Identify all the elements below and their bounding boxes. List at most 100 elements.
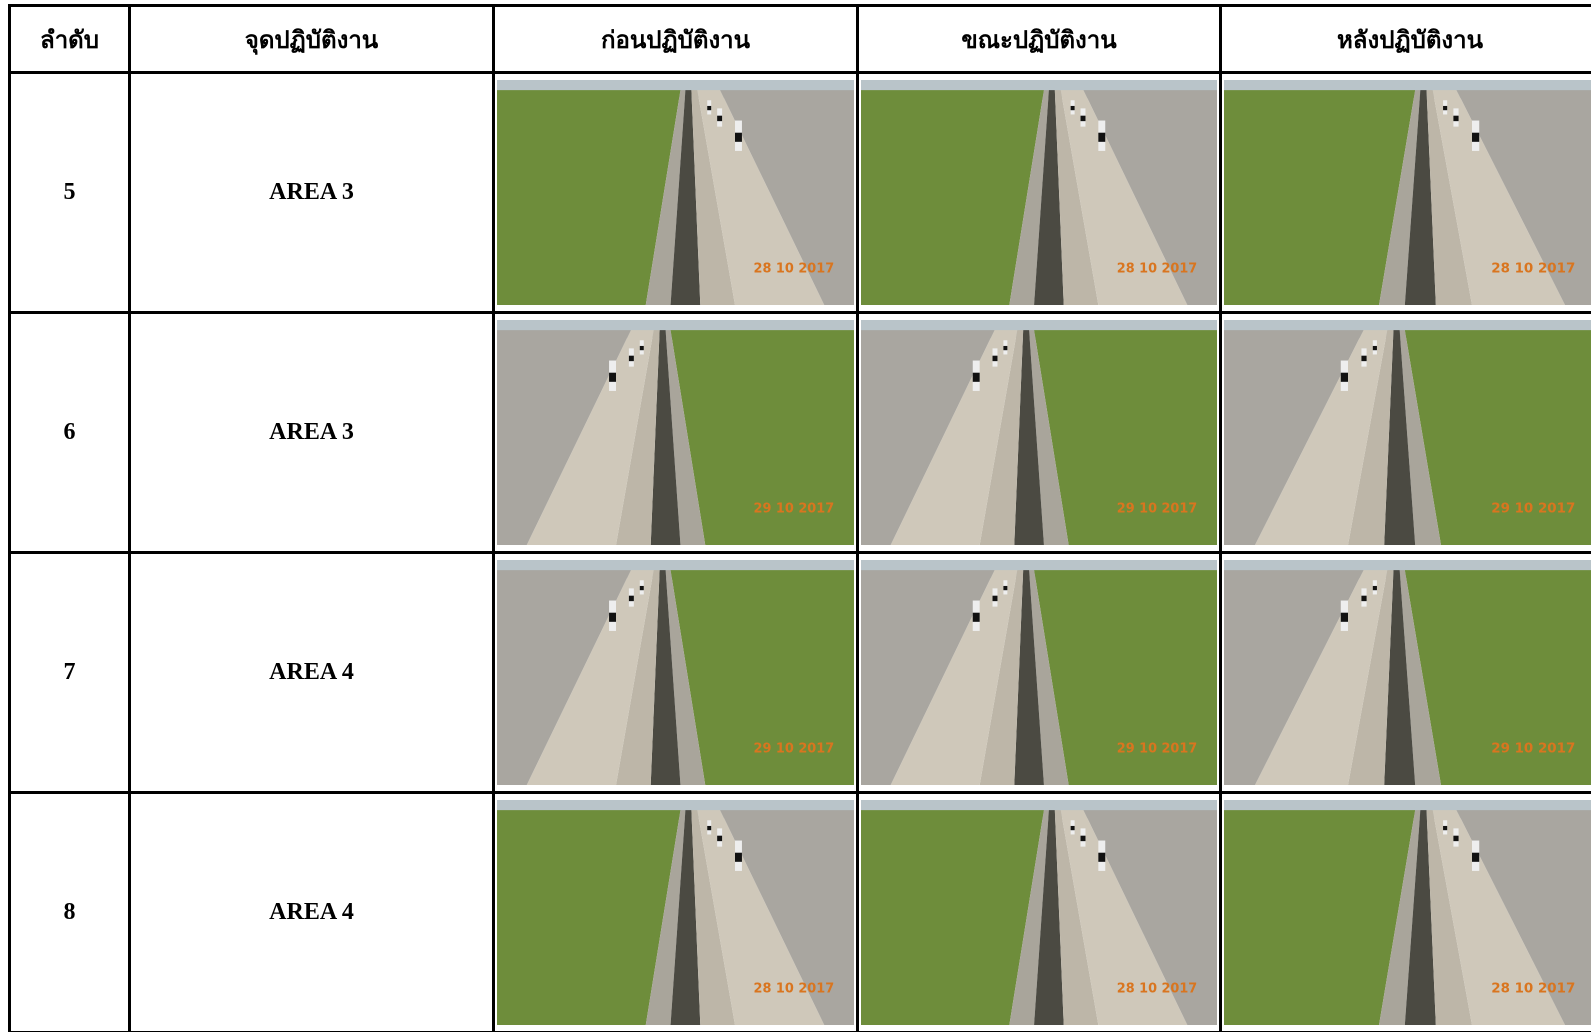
scene [1224, 320, 1591, 545]
sidewalk [526, 330, 654, 545]
table-row: 5 AREA 3 28 10 2017 28 10 2017 28 10 2017 [8, 71, 1591, 314]
curb [691, 90, 735, 305]
road [1083, 90, 1217, 305]
photo: 29 10 2017 [1224, 320, 1591, 545]
curb [1426, 810, 1472, 1025]
work-area: AREA 3 [128, 311, 495, 554]
photo: 28 10 2017 [861, 800, 1217, 1025]
gutter [670, 810, 701, 1025]
sidewalk [697, 810, 825, 1025]
post-band [609, 612, 616, 622]
gutter [1404, 810, 1436, 1025]
scene [861, 80, 1217, 305]
date-stamp: 28 10 2017 [1117, 981, 1197, 996]
scene [497, 320, 854, 545]
sidewalk [526, 570, 654, 785]
gutter [650, 330, 681, 545]
gutter-wall [665, 570, 706, 785]
photo: 29 10 2017 [861, 560, 1217, 785]
gutter-wall [1029, 570, 1069, 785]
gutter [1034, 90, 1064, 305]
curb [979, 330, 1024, 545]
curb [1348, 570, 1394, 785]
road [720, 90, 854, 305]
column-header: ขณะปฏิบัติงาน [856, 4, 1222, 74]
road [1224, 570, 1364, 785]
gutter-wall [1029, 330, 1069, 545]
grass [1404, 570, 1591, 785]
column-header: ลำดับ [8, 4, 131, 74]
scene [861, 560, 1217, 785]
scene [1224, 800, 1591, 1025]
date-stamp: 29 10 2017 [754, 741, 835, 756]
grass [1224, 90, 1416, 305]
post-band [639, 345, 644, 351]
road [1224, 330, 1364, 545]
photo: 29 10 2017 [1224, 560, 1591, 785]
grass [497, 90, 681, 305]
post-band [609, 372, 616, 382]
date-stamp: 29 10 2017 [1491, 742, 1575, 757]
post-band [1003, 585, 1008, 591]
photo-cell: 28 10 2017 [856, 791, 1222, 1032]
grass [1404, 330, 1591, 545]
post-band [1080, 835, 1086, 842]
gutter [1384, 570, 1416, 785]
curb [1054, 90, 1099, 305]
date-stamp: 28 10 2017 [754, 981, 835, 996]
date-stamp: 28 10 2017 [1491, 262, 1575, 277]
post-band [972, 612, 980, 622]
sidewalk [890, 330, 1018, 545]
gutter-wall [1009, 90, 1049, 305]
photo: 28 10 2017 [1224, 80, 1591, 305]
gutter [650, 570, 681, 785]
photo: 28 10 2017 [497, 800, 854, 1025]
post-band [1098, 852, 1106, 862]
curb [616, 330, 660, 545]
gutter-wall [1399, 330, 1441, 545]
post-band [1372, 585, 1377, 591]
sidewalk [1255, 330, 1388, 545]
photo-cell: 28 10 2017 [492, 71, 859, 314]
work-area: AREA 4 [128, 551, 495, 794]
grass [861, 810, 1044, 1025]
table-row: 6 AREA 3 29 10 2017 29 10 2017 29 10 2017 [8, 311, 1591, 554]
photo-cell: 29 10 2017 [856, 311, 1222, 554]
grass [1224, 810, 1416, 1025]
road [1456, 810, 1591, 1025]
grass [497, 810, 681, 1025]
post-band [1340, 612, 1348, 622]
post-band [1443, 825, 1448, 831]
road [497, 330, 631, 545]
gutter [1034, 810, 1064, 1025]
curb [979, 570, 1024, 785]
post-band [1453, 835, 1459, 842]
gutter-wall [645, 810, 686, 1025]
photo-cell: 29 10 2017 [1219, 551, 1591, 794]
column-header: ก่อนปฏิบัติงาน [492, 4, 859, 74]
post-band [992, 595, 998, 602]
sidewalk [1432, 90, 1565, 305]
post-band [707, 825, 712, 831]
post-band [972, 372, 980, 382]
scene [497, 800, 854, 1025]
grass [670, 570, 854, 785]
photo: 28 10 2017 [1224, 800, 1591, 1025]
gutter [1404, 90, 1436, 305]
post-band [1453, 115, 1459, 122]
sidewalk [1432, 810, 1565, 1025]
road [1083, 810, 1217, 1025]
report-table: ลำดับ จุดปฏิบัติงาน ก่อนปฏิบัติงาน ขณะปฏิบั… [8, 4, 1591, 1032]
row-number: 7 [8, 551, 131, 794]
date-stamp: 28 10 2017 [1117, 261, 1197, 276]
grass [861, 90, 1044, 305]
post-band [1472, 852, 1480, 862]
gutter-wall [645, 90, 686, 305]
grass [670, 330, 854, 545]
road [497, 570, 631, 785]
road [720, 810, 854, 1025]
curb [616, 570, 660, 785]
sidewalk [697, 90, 825, 305]
road [861, 330, 995, 545]
photo-cell: 28 10 2017 [856, 71, 1222, 314]
